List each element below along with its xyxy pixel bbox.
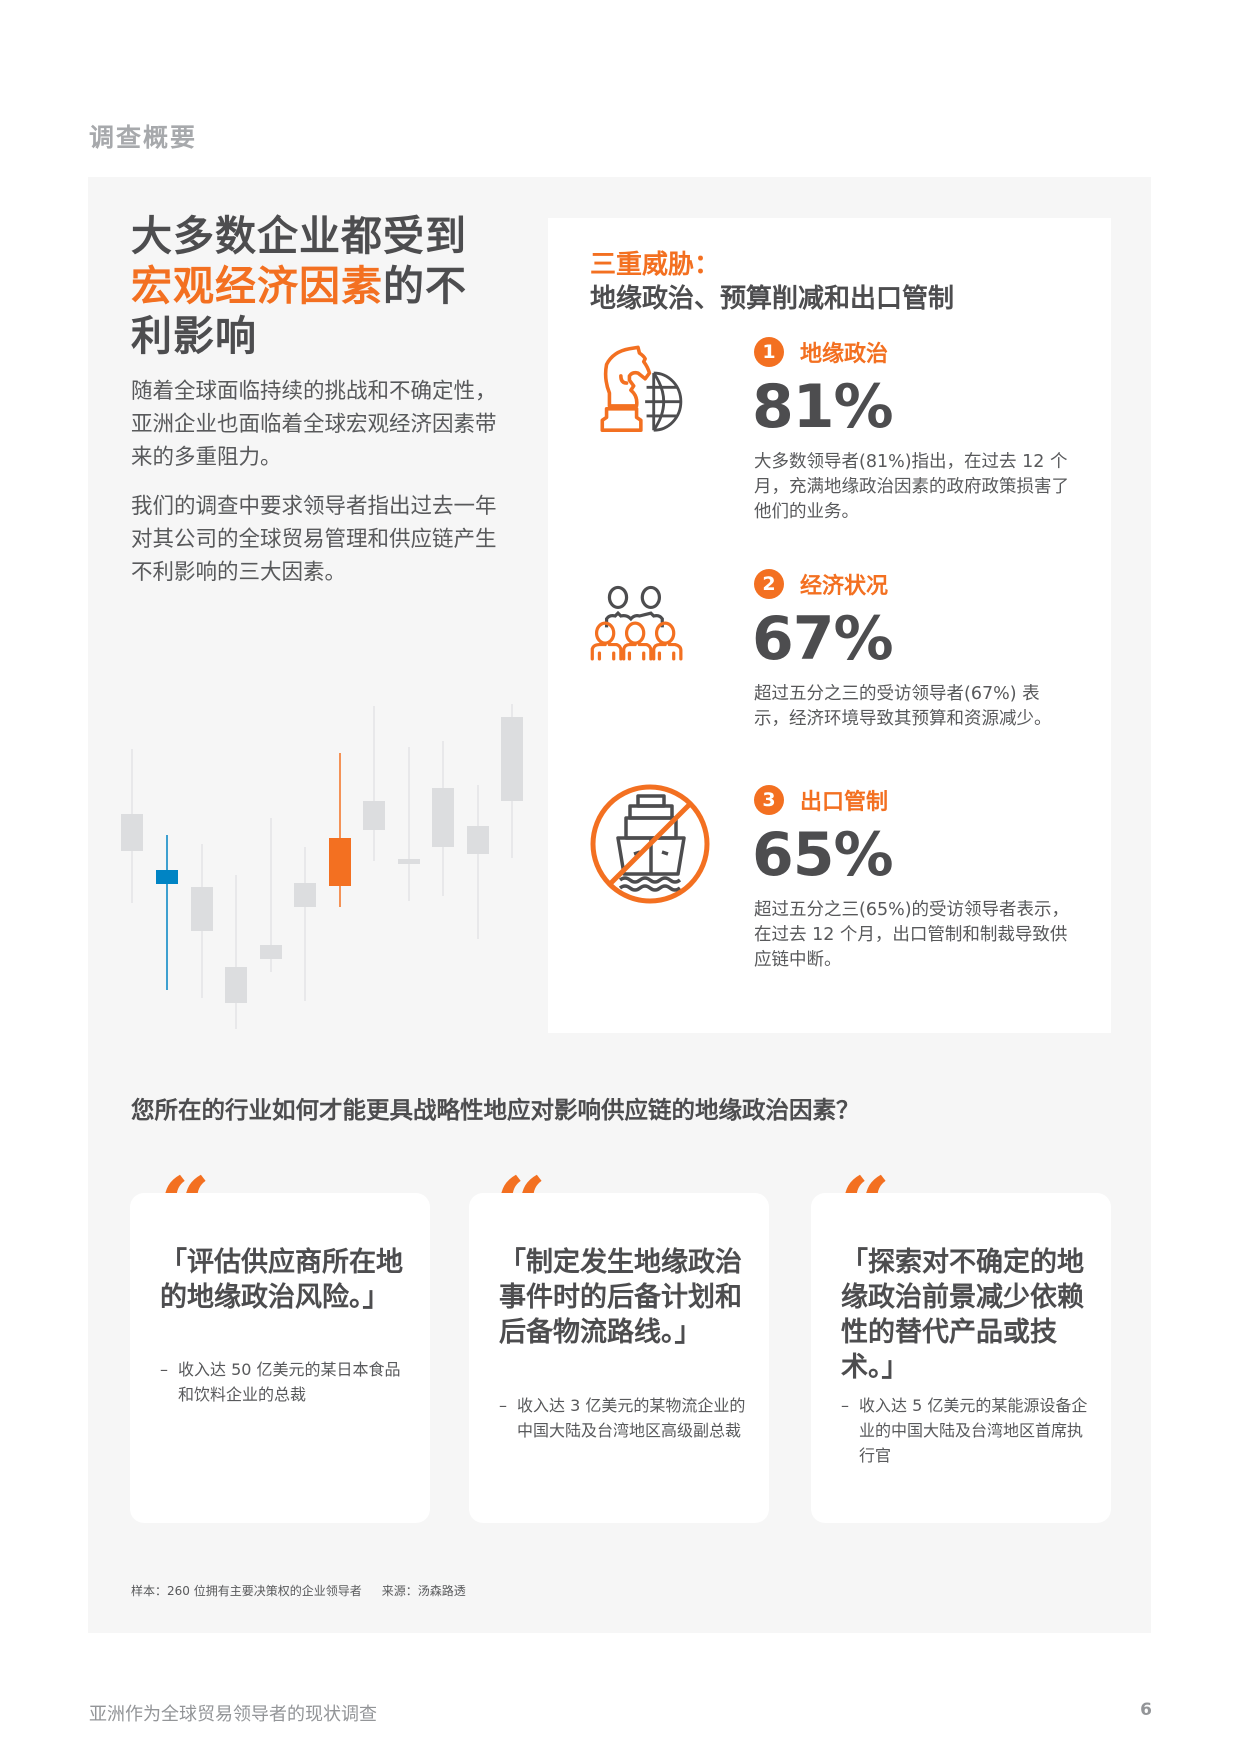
footer-title: 亚洲作为全球贸易领导者的现状调查 [89, 1704, 377, 1725]
candle-body [156, 870, 178, 884]
headline-part2: 的不利影响 [131, 262, 467, 360]
quote-card: 「探索对不确定的地缘政治前景减少依赖性的替代产品或技术。」 – 收入达 5 亿美… [811, 1193, 1111, 1523]
intro-paragraph-2: 我们的调查中要求领导者指出过去一年对其公司的全球贸易管理和供应链产生不利影响的三… [131, 494, 497, 585]
candle-body [501, 717, 523, 801]
attribution-dash: – [841, 1396, 849, 1415]
headline-accent: 宏观经济因素 [131, 262, 383, 310]
threat-item-header: 2 经济状况 [754, 568, 888, 600]
threat-item-label: 地缘政治 [800, 342, 889, 367]
threat-item-description: 超过五分之三(65%)的受访领导者表示，在过去 12 个月，出口管制和制裁导致供… [754, 900, 1070, 970]
sample-note: 样本：260 位拥有主要决策权的企业领导者 来源：汤森路透 [131, 1582, 466, 1599]
attribution-text: 收入达 5 亿美元的某能源设备企业的中国大陆及台湾地区首席执行官 [859, 1396, 1088, 1465]
sample-text: 样本：260 位拥有主要决策权的企业领导者 [131, 1584, 362, 1598]
attribution-text: 收入达 50 亿美元的某日本食品和饮料企业的总裁 [178, 1360, 401, 1404]
candle-body [121, 814, 143, 851]
people-network-icon [590, 585, 683, 661]
number-badge: 2 [754, 569, 784, 599]
threat-title-orange: 三重威胁： [590, 250, 721, 280]
threat-card: 三重威胁： 地缘政治、预算削减和出口管制 1 地缘政治 81% 大多数领导 [548, 218, 1111, 1033]
page-number: 6 [1140, 1700, 1152, 1720]
decorative-candlestick-chart [121, 704, 523, 1029]
headline: 大多数企业都受到宏观经济因素的不利影响 [131, 211, 491, 361]
quote-attribution: – 收入达 5 亿美元的某能源设备企业的中国大陆及台湾地区首席执行官 [841, 1393, 1091, 1468]
quote-card: 「制定发生地缘政治事件时的后备计划和后备物流路线。」 – 收入达 3 亿美元的某… [469, 1193, 769, 1523]
threat-item-percent: 65% [752, 820, 894, 890]
quote-text: 「评估供应商所在地的地缘政治风险。」 [160, 1247, 403, 1313]
threat-item-header: 1 地缘政治 [754, 336, 888, 368]
quote-text: 「制定发生地缘政治事件时的后备计划和后备物流路线。」 [499, 1247, 742, 1348]
candle-body [225, 967, 247, 1003]
quote-attribution: – 收入达 50 亿美元的某日本食品和饮料企业的总裁 [160, 1357, 410, 1407]
threat-title-dark: 地缘政治、预算削减和出口管制 [590, 284, 955, 314]
candle-body [191, 887, 213, 931]
candle-body [467, 826, 489, 854]
candle-body [363, 801, 385, 830]
chess-knight-globe-icon [600, 345, 683, 432]
intro-text: 随着全球面临持续的挑战和不确定性，亚洲企业也面临着全球宏观经济因素带来的多重阻力… [131, 375, 506, 605]
candle-body [260, 945, 282, 959]
threat-item-description: 超过五分之三的受访领导者(67%) 表示，经济环境导致其预算和资源减少。 [754, 684, 1052, 729]
attribution-dash: – [499, 1396, 507, 1415]
attribution-dash: – [160, 1360, 168, 1379]
attribution-text: 收入达 3 亿美元的某物流企业的中国大陆及台湾地区高级副总裁 [517, 1396, 746, 1440]
candle-body [294, 883, 316, 907]
question-heading: 您所在的行业如何才能更具战略性地应对影响供应链的地缘政治因素？ [131, 1096, 860, 1124]
threat-item-percent: 81% [752, 372, 894, 442]
threat-item-header: 3 出口管制 [754, 784, 888, 816]
threat-item-label: 经济状况 [800, 574, 889, 599]
quote-attribution: – 收入达 3 亿美元的某物流企业的中国大陆及台湾地区高级副总裁 [499, 1393, 749, 1443]
no-ship-icon [590, 784, 710, 904]
headline-part1: 大多数企业都受到 [131, 212, 467, 260]
quote-text: 「探索对不确定的地缘政治前景减少依赖性的替代产品或技术。」 [841, 1247, 1084, 1383]
candle-body [398, 859, 420, 864]
candle-body [329, 838, 351, 886]
number-badge: 1 [754, 337, 784, 367]
threat-title: 三重威胁： 地缘政治、预算削减和出口管制 [590, 248, 954, 316]
source-text: 来源：汤森路透 [381, 1584, 466, 1598]
threat-item-description: 大多数领导者(81%)指出，在过去 12 个月，充满地缘政治因素的政府政策损害了… [754, 452, 1069, 522]
quote-card: 「评估供应商所在地的地缘政治风险。」 – 收入达 50 亿美元的某日本食品和饮料… [130, 1193, 430, 1523]
candle-body [432, 788, 454, 847]
intro-paragraph-1: 随着全球面临持续的挑战和不确定性，亚洲企业也面临着全球宏观经济因素带来的多重阻力… [131, 379, 497, 470]
threat-item-percent: 67% [752, 604, 894, 674]
number-badge: 3 [754, 785, 784, 815]
section-label: 调查概要 [89, 123, 198, 152]
threat-item-label: 出口管制 [800, 790, 889, 815]
